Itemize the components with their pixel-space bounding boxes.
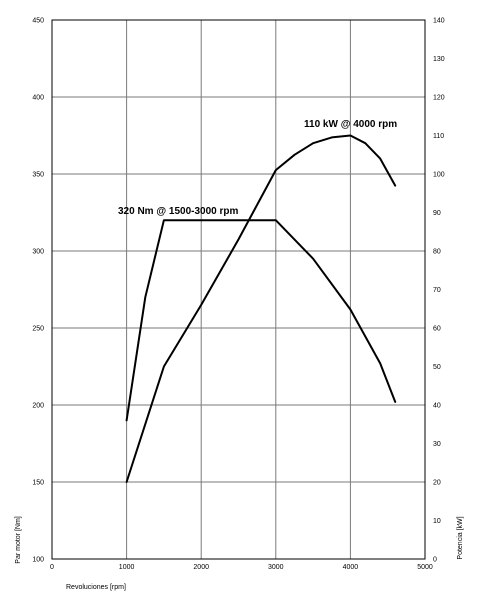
x-tick-label: 0 bbox=[50, 564, 54, 571]
y-right-tick-label: 120 bbox=[433, 95, 445, 102]
x-tick-label: 5000 bbox=[417, 564, 433, 571]
x-tick-label: 4000 bbox=[343, 564, 359, 571]
torque-curve bbox=[125, 219, 397, 422]
power-curve bbox=[125, 134, 397, 483]
y-right-tick-label: 130 bbox=[433, 56, 445, 63]
series-layer bbox=[125, 134, 397, 483]
power-annotation: 110 kW @ 4000 rpm bbox=[304, 119, 397, 130]
y-left-tick-label: 300 bbox=[32, 249, 44, 256]
y-right-tick-label: 90 bbox=[433, 210, 441, 217]
y-axis-left-label: Par motor [Nm] bbox=[15, 516, 22, 564]
y-right-tick-label: 0 bbox=[433, 557, 437, 564]
x-tick-label: 3000 bbox=[268, 564, 284, 571]
x-tick-label: 1000 bbox=[119, 564, 135, 571]
y-right-tick-label: 30 bbox=[433, 441, 441, 448]
y-right-tick-label: 40 bbox=[433, 403, 441, 410]
y-right-tick-label: 100 bbox=[433, 172, 445, 179]
y-left-tick-label: 250 bbox=[32, 326, 44, 333]
x-tick-label: 2000 bbox=[193, 564, 209, 571]
y-left-tick-label: 350 bbox=[32, 172, 44, 179]
y-right-tick-label: 70 bbox=[433, 287, 441, 294]
x-axis-label: Revoluciones [rpm] bbox=[66, 584, 126, 591]
y-left-tick-label: 400 bbox=[32, 95, 44, 102]
y-left-tick-label: 150 bbox=[32, 480, 44, 487]
y-left-tick-label: 200 bbox=[32, 403, 44, 410]
y-right-tick-label: 140 bbox=[433, 18, 445, 25]
y-right-tick-label: 50 bbox=[433, 364, 441, 371]
tick-labels: 0 1000 2000 3000 4000 50001001502002503003504… bbox=[32, 18, 444, 572]
plot-frame bbox=[51, 19, 426, 560]
y-right-tick-label: 110 bbox=[433, 133, 444, 140]
y-right-tick-label: 20 bbox=[433, 480, 441, 487]
torque-annotation: 320 Nm @ 1500-3000 rpm bbox=[118, 206, 238, 217]
y-right-tick-label: 10 bbox=[433, 518, 441, 525]
y-left-tick-label: 450 bbox=[32, 18, 44, 25]
y-right-tick-label: 80 bbox=[433, 249, 441, 256]
grid bbox=[51, 19, 426, 560]
y-right-tick-label: 60 bbox=[433, 326, 441, 333]
y-left-tick-label: 100 bbox=[32, 557, 44, 564]
y-axis-right-label: Potencia [kW] bbox=[457, 516, 464, 559]
